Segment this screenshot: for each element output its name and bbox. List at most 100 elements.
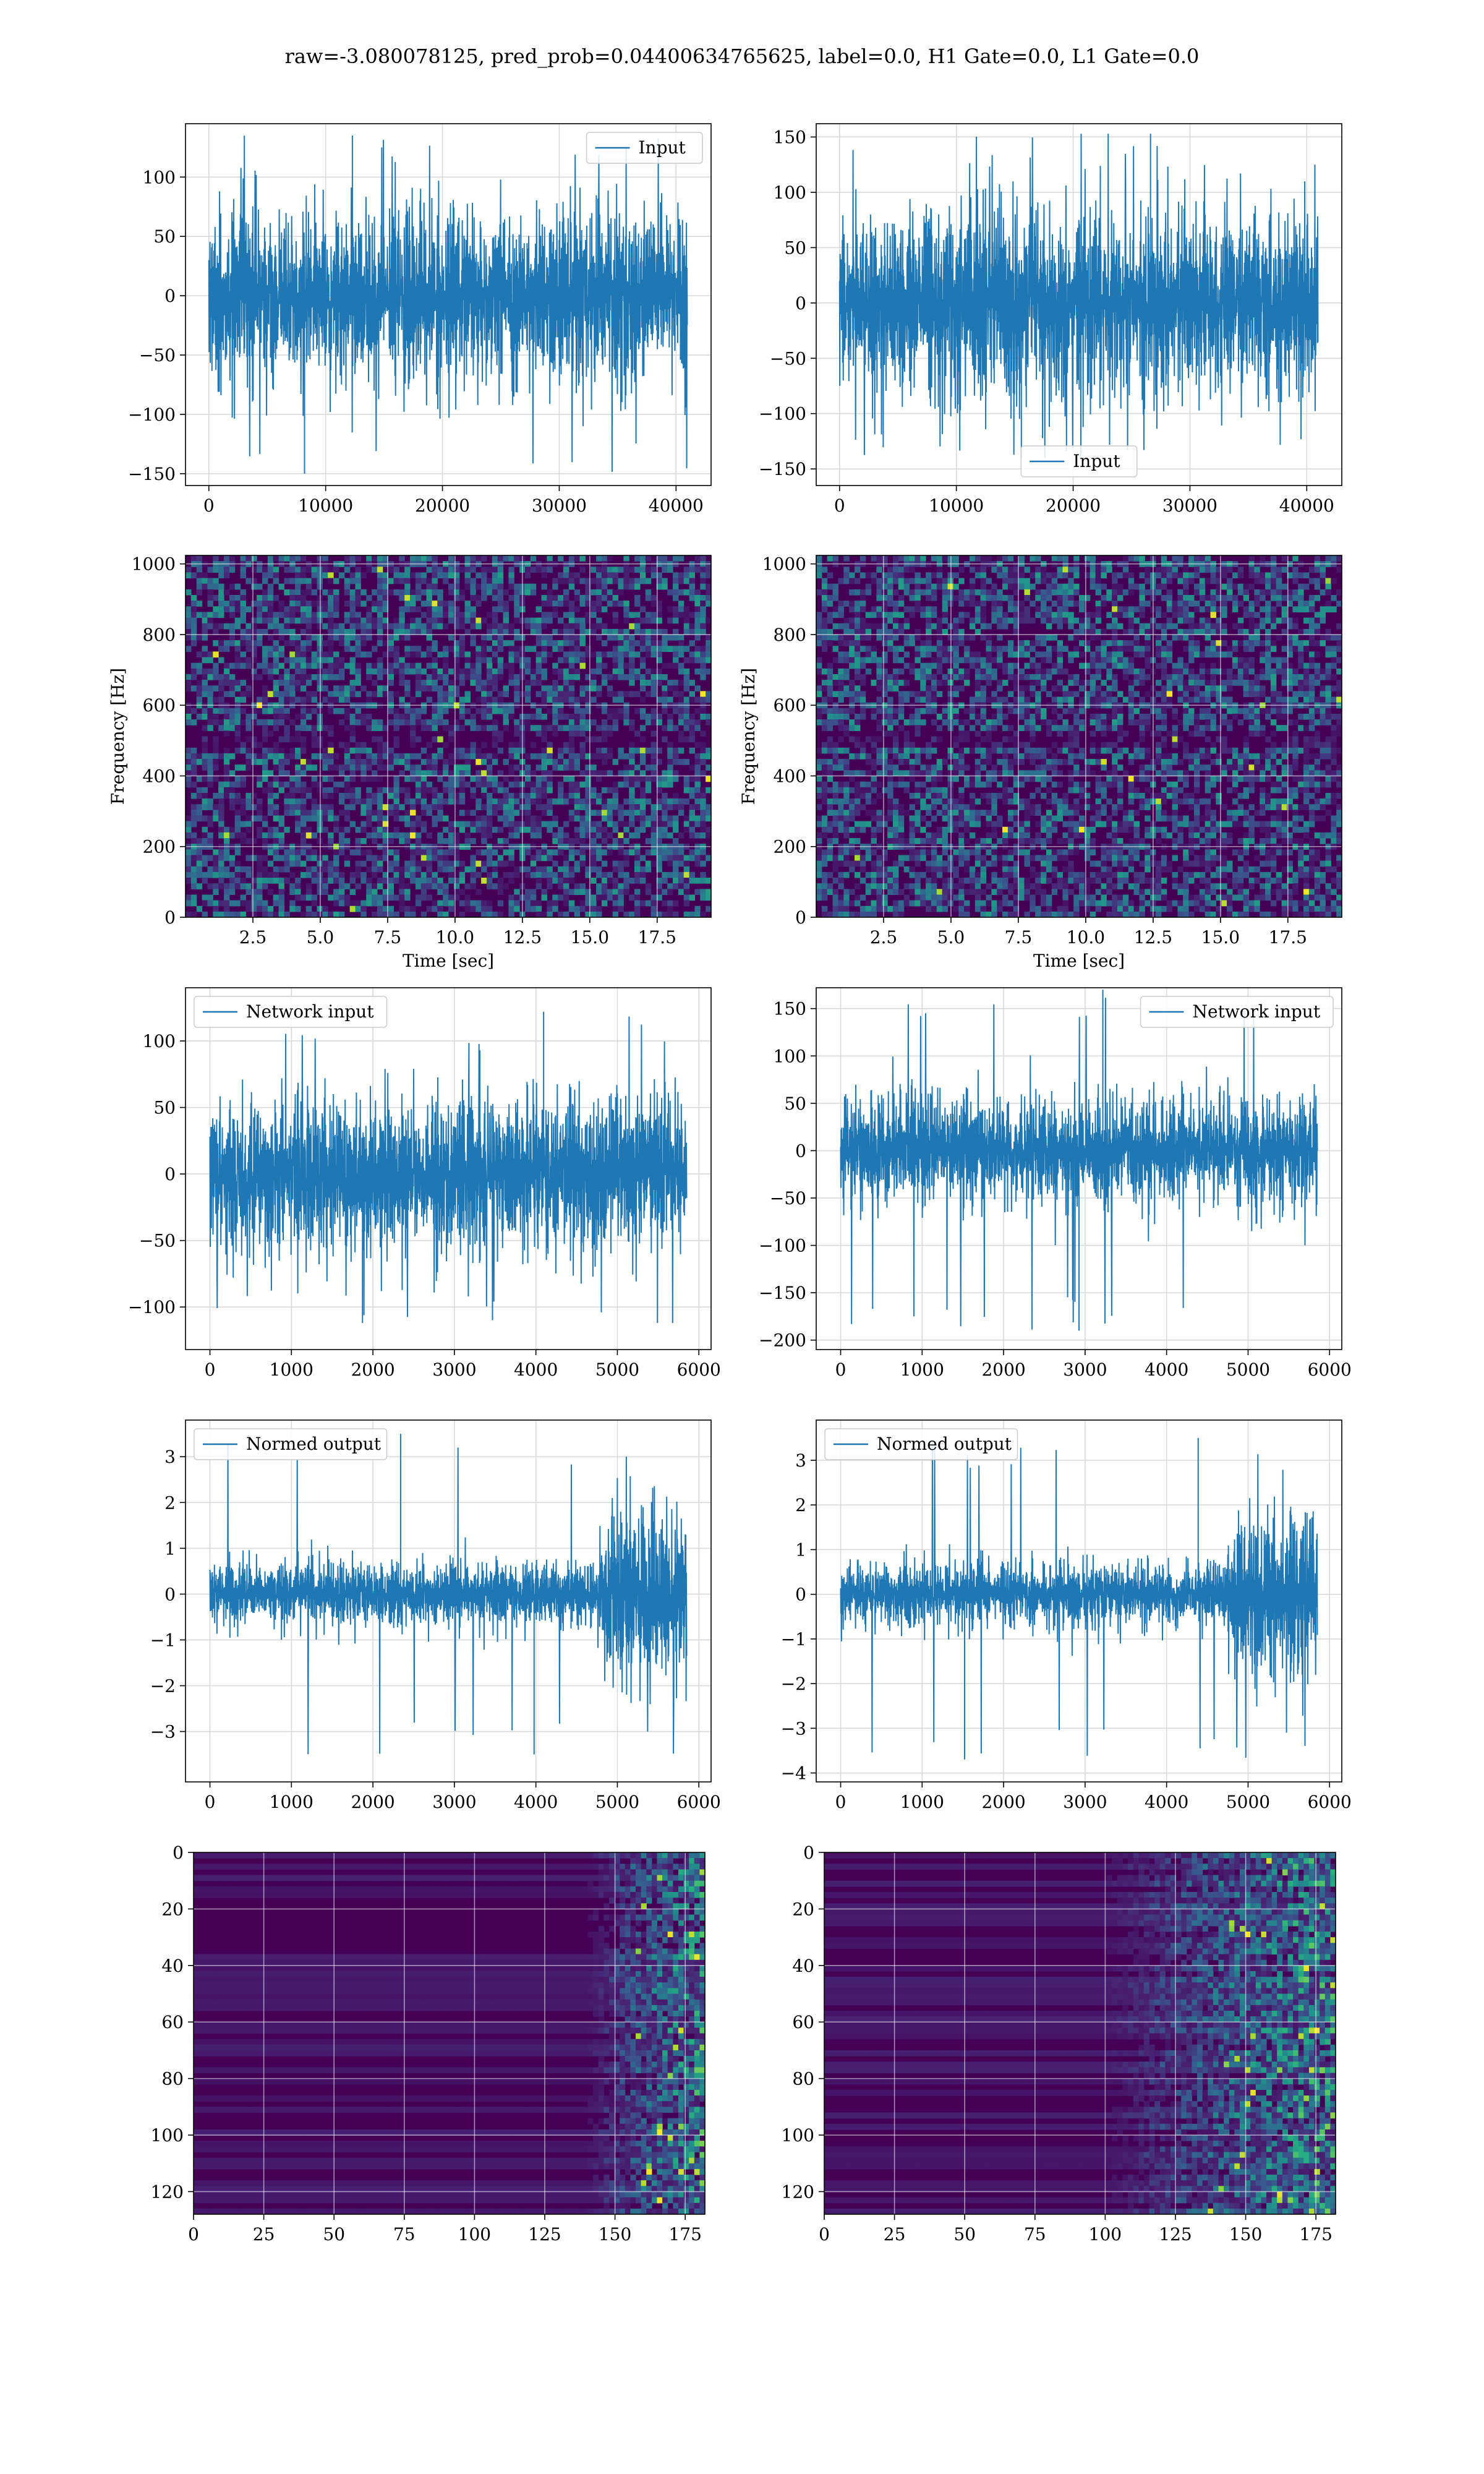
heatmap-cell (273, 555, 279, 562)
heatmap-cell (257, 662, 263, 669)
heatmap-cell (662, 832, 668, 839)
heatmap-cell (481, 617, 487, 624)
heatmap-cell (1193, 567, 1200, 573)
heatmap-cell (1320, 567, 1326, 573)
heatmap-cell (634, 911, 641, 917)
heatmap-cell (443, 759, 449, 765)
heatmap-cell (1068, 617, 1074, 624)
heatmap-cell (333, 567, 339, 573)
heatmap-cell (420, 680, 427, 686)
heatmap-cell (448, 634, 454, 641)
heatmap-cell (251, 628, 257, 635)
heatmap-cell (650, 634, 657, 641)
heatmap-cell (399, 589, 405, 596)
heatmap-cell (673, 583, 679, 590)
heatmap-cell (629, 657, 635, 664)
heatmap-cell (322, 640, 328, 646)
heatmap-cell (349, 617, 356, 624)
heatmap-cell (355, 866, 361, 873)
heatmap-cell (843, 555, 850, 562)
heatmap-cell (251, 640, 257, 646)
heatmap-cell (689, 725, 696, 731)
heatmap-cell (497, 838, 504, 844)
heatmap-cell (1314, 612, 1321, 618)
heatmap-cell (645, 691, 652, 698)
y-axis-label: Frequency [Hz] (108, 668, 128, 805)
heatmap-cell (322, 883, 328, 889)
heatmap-cell (678, 798, 684, 805)
heatmap-cell (1007, 555, 1014, 562)
heatmap-cell (377, 662, 383, 669)
heatmap-cell (596, 651, 602, 658)
heatmap-cell (514, 810, 520, 816)
heatmap-cell (333, 787, 339, 794)
heatmap-cell (1073, 589, 1080, 596)
heatmap-cell (1018, 640, 1025, 646)
heatmap-cell (229, 871, 236, 878)
heatmap-cell (267, 617, 274, 624)
heatmap-cell (404, 894, 411, 901)
heatmap-cell (585, 894, 591, 901)
heatmap-cell (426, 578, 433, 584)
heatmap-cell (650, 691, 657, 698)
heatmap-cell (838, 623, 844, 630)
heatmap-cell (186, 866, 192, 873)
heatmap-cell (366, 804, 372, 810)
heatmap-cell (656, 674, 662, 680)
heatmap-cell (535, 804, 542, 810)
heatmap-cell (508, 792, 514, 799)
heatmap-cell (284, 736, 290, 743)
heatmap-cell (1308, 623, 1315, 630)
heatmap-cell (415, 668, 422, 675)
heatmap-cell (448, 572, 454, 579)
heatmap-cell (344, 747, 351, 754)
heatmap-cell (190, 866, 197, 873)
heatmap-cell (196, 883, 203, 889)
heatmap-cell (311, 804, 318, 810)
heatmap-cell (552, 849, 558, 856)
heatmap-cell (926, 594, 932, 601)
heatmap-cell (437, 691, 443, 698)
heatmap-cell (328, 810, 334, 816)
heatmap-cell (706, 583, 711, 590)
heatmap-cell (410, 849, 416, 856)
heatmap-cell (404, 589, 411, 596)
heatmap-cell (552, 685, 558, 691)
heatmap-cell (344, 662, 351, 669)
heatmap-cell (892, 601, 899, 607)
heatmap-cell (251, 617, 257, 624)
heatmap-cell (360, 770, 367, 777)
heatmap-cell (278, 900, 284, 907)
heatmap-cell (492, 668, 498, 675)
heatmap-cell (328, 815, 334, 822)
heatmap-cell (1336, 634, 1342, 641)
x-axis-label: Time [sec] (403, 951, 494, 971)
heatmap-cell (415, 815, 422, 822)
heatmap-cell (591, 736, 597, 743)
heatmap-cell (503, 708, 509, 714)
heatmap-cell (634, 628, 641, 635)
heatmap-cell (497, 815, 504, 822)
heatmap-cell (481, 567, 487, 573)
heatmap-cell (596, 601, 602, 607)
heatmap-cell (700, 871, 706, 878)
heatmap-cell (186, 674, 192, 680)
heatmap-cell (295, 860, 301, 867)
heatmap-cell (284, 730, 290, 737)
heatmap-cell (223, 781, 230, 788)
heatmap-cell (420, 589, 427, 596)
heatmap-cell (196, 685, 203, 691)
heatmap-cell (541, 646, 547, 652)
heatmap-cell (1265, 589, 1271, 596)
heatmap-cell (558, 713, 564, 720)
heatmap-cell (420, 787, 427, 794)
heatmap-cell (388, 810, 394, 816)
heatmap-cell (1095, 628, 1102, 635)
heatmap-cell (568, 905, 575, 912)
heatmap-cell (399, 883, 405, 889)
heatmap-cell (464, 905, 471, 912)
heatmap-cell (585, 612, 591, 618)
y-tick-label: −50 (770, 348, 806, 369)
heatmap-cell (305, 674, 312, 680)
heatmap-cell (420, 623, 427, 630)
